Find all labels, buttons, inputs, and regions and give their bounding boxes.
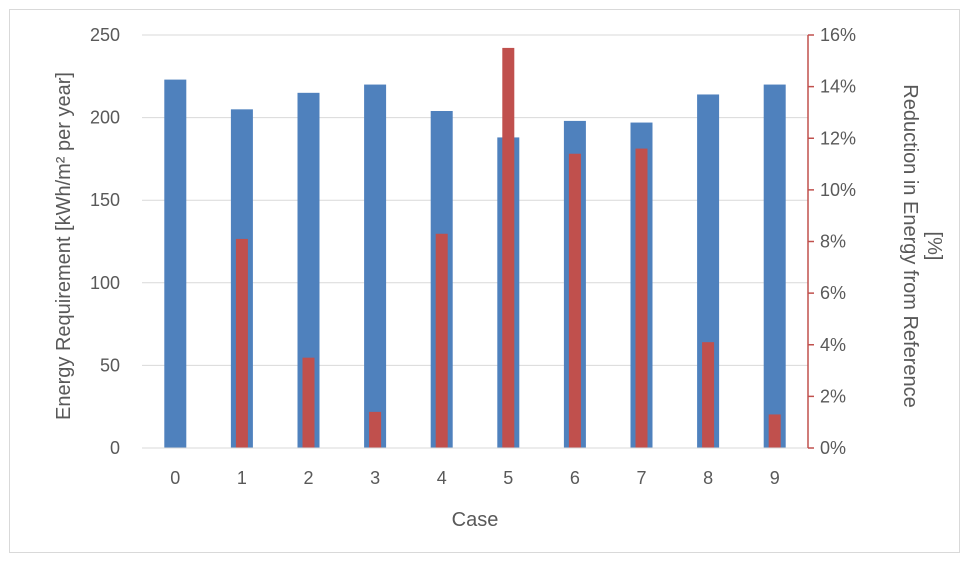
energy-bars (164, 79, 786, 449)
x-axis-title: Case (452, 509, 499, 531)
reduction-bar (435, 233, 448, 448)
x-axis-tick-label: 7 (636, 468, 646, 488)
x-axis-tick-label: 0 (170, 468, 180, 488)
left-axis-tick-label: 50 (100, 355, 120, 375)
right-axis-tick-label: 10% (820, 180, 856, 200)
right-axis-tick-label: 16% (820, 25, 856, 45)
x-axis-tick-label: 5 (503, 468, 513, 488)
left-axis-tick-label: 100 (90, 273, 120, 293)
left-axis-tick-label: 150 (90, 190, 120, 210)
reduction-bar (369, 411, 382, 448)
energy-bar (164, 79, 187, 448)
x-axis-ticks: 0 1 2 3 4 5 6 7 8 9 (170, 468, 779, 488)
right-axis-ticks: 0% 2% 4% 6% 8% 10% 12% 14% 16% (820, 25, 856, 458)
reduction-bar (235, 238, 248, 448)
energy-bar (763, 84, 786, 448)
x-axis-tick-label: 1 (237, 468, 247, 488)
right-axis-title-line1: Reduction in Energy from Reference (899, 84, 921, 408)
reduction-bars (235, 47, 781, 449)
right-axis-tick-label: 4% (820, 335, 846, 355)
energy-bar (364, 84, 387, 448)
reduction-bar (702, 342, 715, 448)
left-axis-tick-label: 200 (90, 108, 120, 128)
x-axis-tick-label: 6 (570, 468, 580, 488)
right-axis-tick-label: 14% (820, 77, 856, 97)
right-axis-tick-label: 0% (820, 438, 846, 458)
axes (142, 34, 814, 449)
left-axis-tick-label: 0 (110, 438, 120, 458)
left-axis-ticks: 0 50 100 150 200 250 (90, 25, 120, 458)
reduction-bar (768, 414, 781, 448)
x-axis-tick-label: 2 (303, 468, 313, 488)
x-axis-tick-label: 4 (437, 468, 447, 488)
right-axis-tick-label: 8% (820, 232, 846, 252)
reduction-bar (568, 153, 581, 449)
gridlines (142, 34, 808, 366)
x-axis-tick-label: 8 (703, 468, 713, 488)
right-axis-tick-label: 2% (820, 386, 846, 406)
right-axis-title-line2: [%] (923, 232, 945, 261)
reduction-bar (502, 47, 515, 448)
x-axis-tick-label: 9 (770, 468, 780, 488)
right-axis-tick-label: 6% (820, 283, 846, 303)
reduction-bar (302, 357, 315, 448)
x-axis-tick-label: 3 (370, 468, 380, 488)
left-axis-title: Energy Requirement [kWh/m² per year] (53, 72, 75, 420)
left-axis-tick-label: 250 (90, 25, 120, 45)
reduction-bar (635, 148, 648, 448)
right-axis-tick-label: 12% (820, 128, 856, 148)
